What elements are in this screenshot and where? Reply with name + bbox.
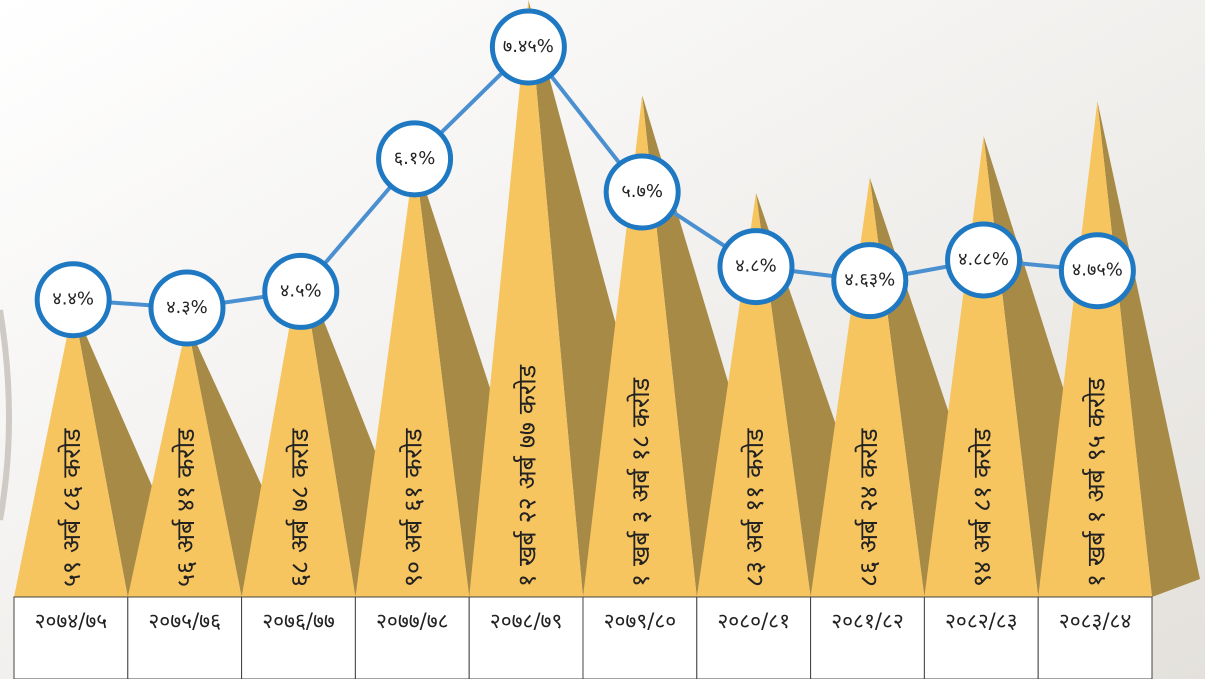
x-tick-label: २०८२/८३ [945,609,1018,633]
percent-label: ४.८८% [958,249,1009,270]
pyramid [924,135,1039,597]
percent-label: ५.७% [621,181,663,202]
amount-label: १ खर्ब ३ अर्ब १८ करोड [626,377,655,587]
x-tick-label: २०८१/८२ [831,609,904,633]
percent-label: ४.७५% [1072,260,1123,281]
pyramid [241,262,356,597]
amount-label: ८३ अर्ब ११ करोड [740,428,769,587]
percent-marker [831,242,909,320]
year-cell [810,596,925,679]
year-cell [127,596,243,679]
percent-marker [376,120,454,198]
percent-label: ७.४५% [503,36,554,57]
year-cell [241,596,356,679]
x-tick-label: २०८०/८१ [717,609,790,633]
percent-marker [945,221,1023,299]
pyramid [810,177,925,598]
pyramid [469,0,583,597]
percent-marker [262,252,340,330]
pyramid [14,305,128,597]
amount-label: ६८ अर्ब ७८ करोड [285,428,314,587]
pyramid [127,322,242,597]
x-tick-label: २०७८/७९ [490,609,563,633]
year-cell [13,596,129,679]
percent-label: ४.४% [52,289,94,310]
amount-label: ५६ अर्ब ४१ करोड [171,428,200,587]
percent-marker [717,228,795,306]
percent-marker [1058,232,1136,310]
percent-marker [603,153,681,231]
year-cell [923,596,1039,679]
amount-label: ९० अर्ब ६१ करोड [399,428,428,587]
pyramid [355,156,470,597]
year-cell [354,596,470,679]
pyramid [583,95,697,598]
amount-label: १ खर्ब १ अर्ब ९५ करोड [1081,377,1110,587]
percent-line [73,44,1098,311]
year-cell [696,596,812,679]
year-cell [582,596,698,679]
x-tick-label: २०७५/७६ [148,609,221,633]
percent-label: ४.६३% [844,270,895,291]
amount-label: ९४ अर्ब ८१ करोड [968,428,997,587]
amount-label: ८६ अर्ब २४ करोड [854,428,883,587]
percent-label: ४.८% [735,256,777,277]
percent-marker [34,261,112,339]
decor [0,309,12,521]
year-cell [1037,596,1153,679]
x-tick-label: २०८३/८४ [1059,609,1132,633]
x-tick-label: २०७९/८० [604,609,677,633]
pyramid [1038,101,1152,597]
percent-marker [148,269,226,347]
percent-label: ४.५% [280,280,322,301]
pyramid-shadow [1097,101,1200,597]
pyramid [696,192,811,597]
x-tick-label: २०७६/७७ [262,609,335,633]
amount-label: ५९ अर्ब ८६ करोड [57,428,86,587]
percent-label: ४.३% [166,297,208,318]
percent-marker [489,8,567,86]
x-tick-label: २०७७/७८ [376,609,449,633]
x-tick-label: २०७४/७५ [35,609,108,633]
percent-label: ६.१% [394,148,436,169]
amount-label: १ खर्ब २२ अर्ब ७७ करोड [512,364,541,587]
